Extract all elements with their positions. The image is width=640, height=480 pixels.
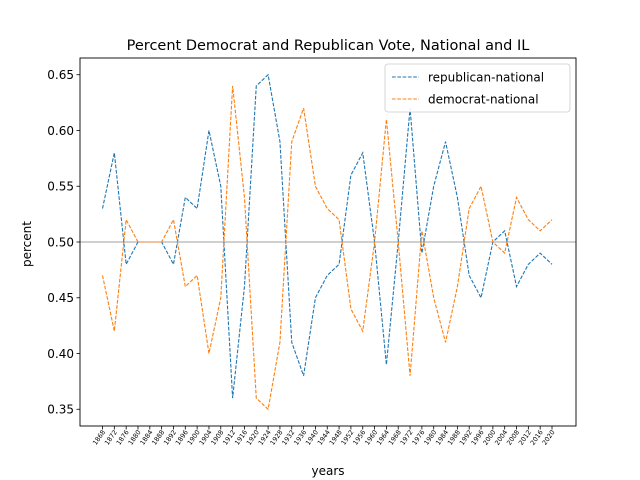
y-tick-label: 0.40 [47, 347, 74, 361]
y-tick-label: 0.35 [47, 403, 74, 417]
legend: republican-national democrat-national [384, 63, 571, 113]
series-line-democrat-national [101, 85, 553, 411]
y-tick-label: 0.50 [47, 235, 74, 249]
legend-box [384, 63, 571, 113]
series-line-republican-national [101, 73, 553, 399]
y-tick-label: 0.65 [47, 68, 74, 82]
y-axis-label: percent [20, 221, 34, 267]
y-axis: 0.35 0.40 0.45 0.50 0.55 0.60 0.65 [47, 68, 80, 417]
y-tick-label: 0.55 [47, 180, 74, 194]
legend-label: democrat-national [428, 92, 539, 106]
x-axis-label: years [311, 464, 344, 478]
x-axis: 1868187218761880188418881892189619001904… [91, 426, 557, 447]
chart-title: Percent Democrat and Republican Vote, Na… [127, 38, 530, 54]
plot-area [79, 57, 577, 427]
y-tick-label: 0.45 [47, 291, 74, 305]
legend-label: republican-national [428, 70, 544, 84]
x-tick-label: 2020 [541, 429, 557, 447]
y-tick-label: 0.60 [47, 124, 74, 138]
